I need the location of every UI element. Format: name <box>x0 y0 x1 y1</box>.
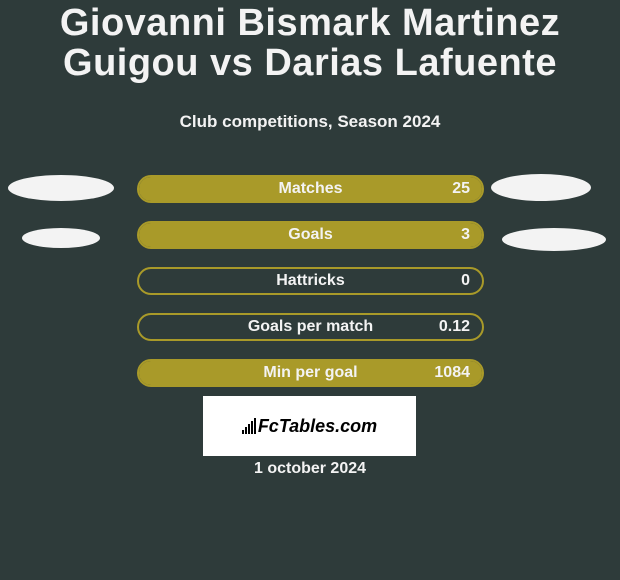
comparison-infographic: Giovanni Bismark Martinez Guigou vs Dari… <box>0 0 620 580</box>
date-label: 1 october 2024 <box>0 460 620 478</box>
right-ellipse-1 <box>491 174 591 201</box>
left-ellipse-1 <box>8 175 114 201</box>
right-ellipse-2 <box>502 228 606 251</box>
bar-value: 0 <box>137 272 470 290</box>
bar-value: 1084 <box>137 364 470 382</box>
left-ellipse-2 <box>22 228 100 248</box>
bar-value: 0.12 <box>137 318 470 336</box>
subtitle: Club competitions, Season 2024 <box>0 112 620 132</box>
logo-text: FcTables.com <box>258 416 377 437</box>
bar-value: 25 <box>137 180 470 198</box>
bar-value: 3 <box>137 226 470 244</box>
bar-chart-icon <box>242 418 256 434</box>
fctables-logo: FcTables.com <box>203 396 416 456</box>
page-title: Giovanni Bismark Martinez Guigou vs Dari… <box>0 0 620 84</box>
